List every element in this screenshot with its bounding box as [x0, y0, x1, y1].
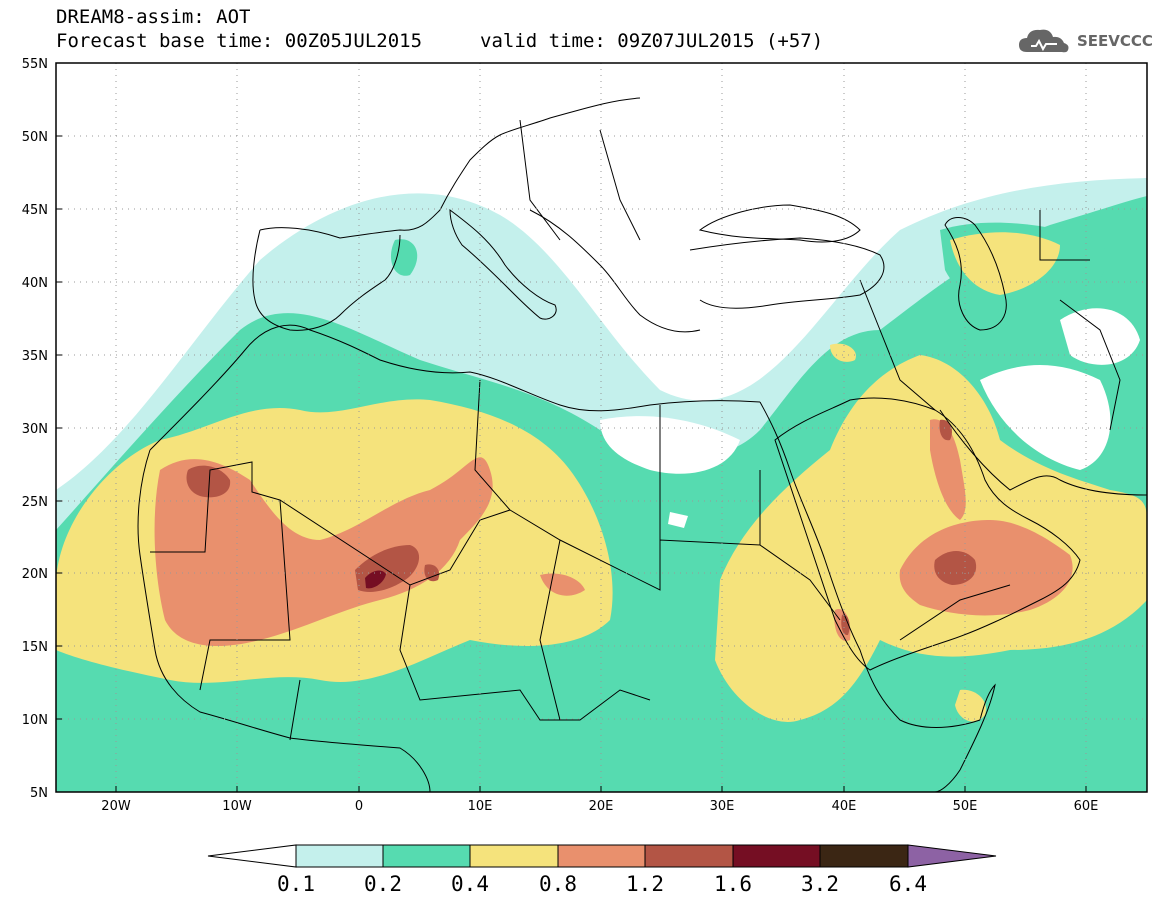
colorbar-label: 1.6 — [714, 872, 752, 896]
colorbar-swatch — [644, 844, 734, 868]
colorbar-label: 0.8 — [539, 872, 577, 896]
colorbar-label: 1.2 — [626, 872, 664, 896]
tick-marks — [56, 62, 1087, 793]
lat-label: 50N — [22, 130, 48, 145]
lat-label: 5N — [30, 786, 48, 801]
lat-label: 45N — [22, 203, 48, 218]
aot-field — [56, 178, 1147, 792]
colorbar — [207, 844, 997, 868]
colorbar-label: 0.4 — [451, 872, 489, 896]
map-title: DREAM8-assim: AOT — [56, 6, 251, 28]
lat-label: 35N — [22, 349, 48, 364]
colorbar-label: 6.4 — [889, 872, 927, 896]
valid-time: valid time: 09Z07JUL2015 (+57) — [480, 30, 824, 52]
lon-label: 20W — [101, 799, 131, 814]
lon-label: 0 — [355, 799, 363, 814]
colorbar-swatch — [295, 844, 384, 868]
colorbar-swatch — [819, 844, 909, 868]
lat-label: 10N — [22, 713, 48, 728]
longitude-labels: 20W 10W 0 10E 20E 30E 40E 50E 60E — [101, 799, 1098, 814]
lon-label: 50E — [953, 799, 978, 814]
lon-label: 30E — [710, 799, 735, 814]
lon-label: 60E — [1074, 799, 1099, 814]
cloud-icon — [1019, 29, 1069, 53]
colorbar-max-arrow — [907, 844, 997, 868]
colorbar-swatch — [732, 844, 821, 868]
lon-label: 10E — [468, 799, 493, 814]
colorbar-labels: 0.1 0.2 0.4 0.8 1.2 1.6 3.2 6.4 — [277, 872, 927, 896]
coastlines — [137, 97, 1147, 792]
seevccc-logo: SEEVCCC — [1017, 26, 1153, 56]
colorbar-label: 0.1 — [277, 872, 315, 896]
latitude-labels: 55N 50N 45N 40N 35N 30N 25N 20N 15N 10N … — [22, 57, 48, 801]
lon-label: 20E — [589, 799, 614, 814]
lat-label: 25N — [22, 495, 48, 510]
lat-label: 15N — [22, 640, 48, 655]
logo-text: SEEVCCC — [1077, 32, 1153, 50]
lon-label: 10W — [222, 799, 252, 814]
lat-label: 40N — [22, 276, 48, 291]
lat-label: 30N — [22, 422, 48, 437]
colorbar-label: 0.2 — [364, 872, 402, 896]
lon-label: 40E — [832, 799, 857, 814]
colorbar-label: 3.2 — [801, 872, 839, 896]
lat-label: 20N — [22, 567, 48, 582]
colorbar-swatch — [382, 844, 471, 868]
colorbar-swatch — [557, 844, 646, 868]
colorbar-swatch — [469, 844, 559, 868]
colorbar-min-arrow — [207, 844, 297, 868]
forecast-base-time: Forecast base time: 00Z05JUL2015 — [56, 30, 423, 52]
lat-label: 55N — [22, 57, 48, 72]
